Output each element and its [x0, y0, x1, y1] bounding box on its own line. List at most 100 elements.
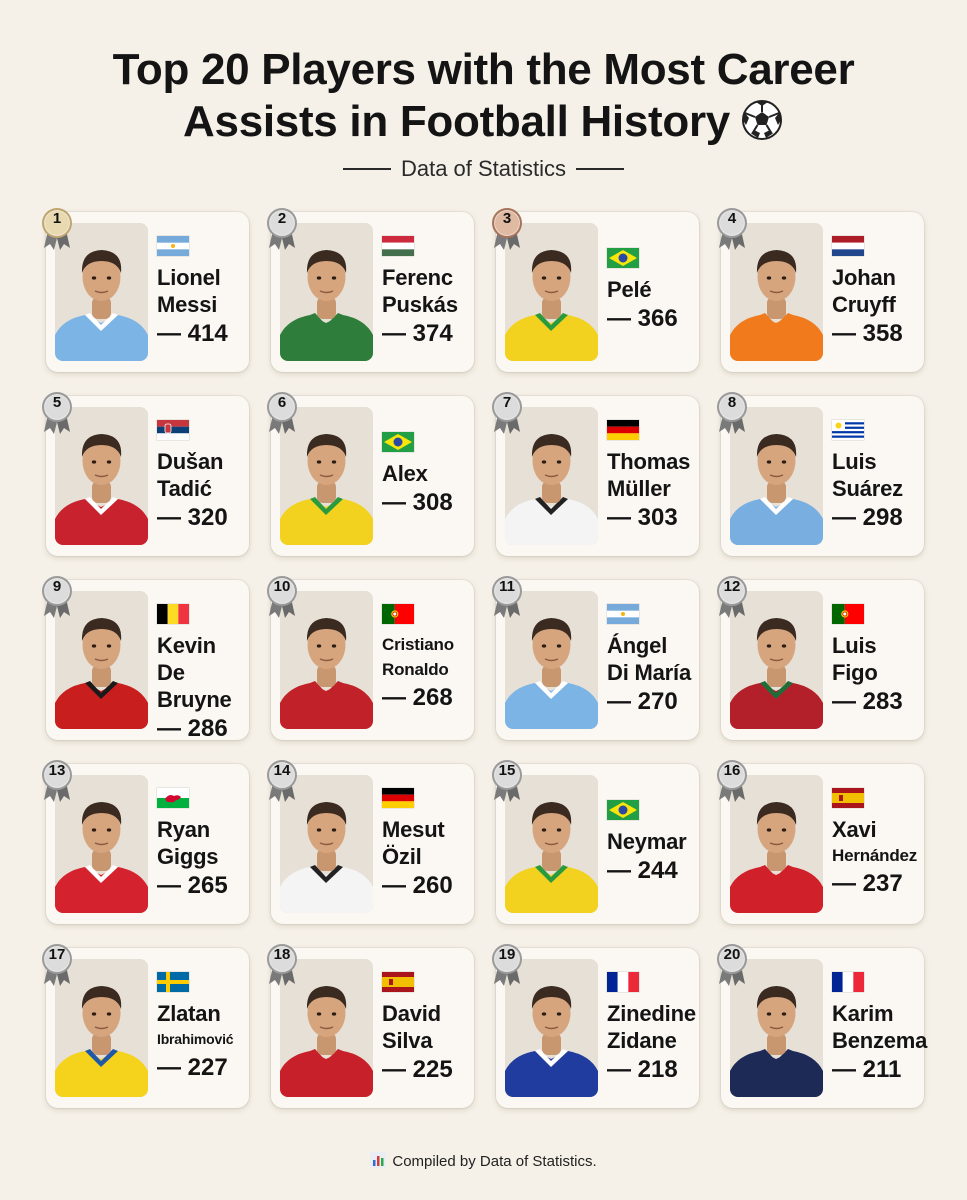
assist-count: — 268	[382, 683, 474, 713]
title-line-2: Assists in Football History	[183, 97, 730, 146]
assist-value: 225	[412, 1056, 453, 1083]
assist-value: 308	[412, 489, 453, 516]
player-photo	[55, 407, 148, 545]
sweden-flag-icon	[157, 972, 189, 992]
player-last-name: Figo	[832, 660, 878, 685]
assist-count: — 414	[157, 319, 249, 349]
player-card: 10 Cristiano Ronaldo — 268	[267, 576, 474, 740]
player-info: Cristiano Ronaldo — 268	[382, 604, 474, 713]
player-card: 2 Ferenc Puskás — 374	[267, 208, 474, 372]
player-card: 12 Luis Figo — 283	[717, 576, 924, 740]
brazil-flag-icon	[607, 800, 639, 820]
player-card: 3 Pelé — 366	[492, 208, 699, 372]
player-card: 9 Kevin De Bruyne — 286	[42, 576, 249, 742]
player-card: 19 Zinedine Zidane — 218	[492, 944, 699, 1108]
spain-flag-icon	[832, 788, 864, 808]
player-info: Ryan Giggs — 265	[157, 788, 249, 901]
player-card: 20 Karim Benzema — 211	[717, 944, 927, 1108]
argentina-flag-icon	[157, 236, 189, 256]
player-first-name: Thomas	[607, 449, 691, 474]
netherlands-flag-icon	[832, 236, 864, 256]
player-info: Luis Figo — 283	[832, 604, 924, 717]
player-last-name: Bruyne	[157, 687, 232, 712]
wales-flag-icon	[157, 788, 189, 808]
assist-count: — 320	[157, 503, 249, 533]
player-card: 15 Neymar — 244	[492, 760, 699, 924]
rank-medal-icon: 19	[490, 942, 530, 988]
france-flag-icon	[607, 972, 639, 992]
player-first-name: Dušan	[157, 449, 224, 474]
assist-value: 414	[187, 320, 228, 347]
player-last-name: Müller	[607, 476, 671, 501]
rank-medal-icon: 14	[265, 758, 305, 804]
assist-value: 374	[412, 320, 453, 347]
rank-number: 14	[273, 762, 291, 779]
rank-medal-icon: 6	[265, 390, 305, 436]
player-info: Xavi Hernández — 237	[832, 788, 924, 899]
player-card: 4 Johan Cruyff — 358	[717, 208, 924, 372]
player-photo	[280, 223, 373, 361]
assist-value: 265	[187, 872, 228, 899]
player-photo	[55, 223, 148, 361]
rank-number: 4	[727, 210, 737, 227]
dash-separator: —	[157, 504, 188, 531]
assist-count: — 237	[832, 869, 924, 899]
serbia-flag-icon	[157, 420, 189, 440]
player-photo	[505, 407, 598, 545]
player-first-name: Pelé	[607, 277, 652, 302]
rank-medal-icon: 12	[715, 574, 755, 620]
assist-value: 283	[862, 688, 903, 715]
rank-number: 20	[723, 946, 741, 963]
assist-value: 244	[637, 857, 678, 884]
rank-medal-icon: 3	[490, 206, 530, 252]
player-last-name: Messi	[157, 292, 218, 317]
player-photo	[505, 959, 598, 1097]
dash-separator: —	[382, 872, 413, 899]
player-photo	[505, 775, 598, 913]
dash-separator: —	[382, 684, 413, 711]
player-last-name: Puskás	[382, 292, 458, 317]
assist-count: — 308	[382, 488, 474, 518]
assist-count: — 303	[607, 503, 699, 533]
assist-value: 227	[187, 1054, 228, 1081]
player-info: Kevin De Bruyne — 286	[157, 604, 249, 744]
player-info: David Silva — 225	[382, 972, 474, 1085]
player-info: Ferenc Puskás — 374	[382, 236, 474, 349]
player-info: Lionel Messi — 414	[157, 236, 249, 349]
assist-count: — 265	[157, 871, 249, 901]
rank-number: 13	[48, 762, 66, 779]
title-line-1: Top 20 Players with the Most Career	[112, 45, 855, 94]
player-first-name: Cristiano	[382, 635, 454, 654]
rank-number: 12	[723, 578, 741, 595]
rank-medal-icon: 4	[715, 206, 755, 252]
assist-count: — 225	[382, 1055, 474, 1085]
rank-number: 5	[52, 394, 62, 411]
assist-count: — 260	[382, 871, 474, 901]
player-last-name: Özil	[382, 844, 422, 869]
rank-number: 17	[48, 946, 66, 963]
player-first-name: Zinedine	[607, 1001, 696, 1026]
page-title: Top 20 Players with the Most Career Assi…	[0, 44, 967, 148]
player-last-name: Tadić	[157, 476, 212, 501]
rank-number: 2	[277, 210, 287, 227]
player-photo	[730, 223, 823, 361]
dash-separator: —	[607, 504, 638, 531]
rank-medal-icon: 5	[40, 390, 80, 436]
player-card: 8 Luis Suárez — 298	[717, 392, 924, 556]
subtitle-rule-left	[342, 168, 391, 170]
spain-flag-icon	[382, 972, 414, 992]
player-info: Thomas Müller — 303	[607, 420, 699, 533]
brazil-flag-icon	[607, 248, 639, 268]
rank-number: 15	[498, 762, 516, 779]
assist-value: 286	[187, 715, 228, 742]
dash-separator: —	[832, 870, 863, 897]
rank-medal-icon: 2	[265, 206, 305, 252]
dash-separator: —	[607, 857, 638, 884]
player-photo	[730, 591, 823, 729]
rank-number: 18	[273, 946, 291, 963]
player-info: Pelé — 366	[607, 248, 699, 334]
player-first-name: Neymar	[607, 829, 687, 854]
assist-count: — 374	[382, 319, 474, 349]
uruguay-flag-icon	[832, 420, 864, 440]
assist-count: — 298	[832, 503, 924, 533]
